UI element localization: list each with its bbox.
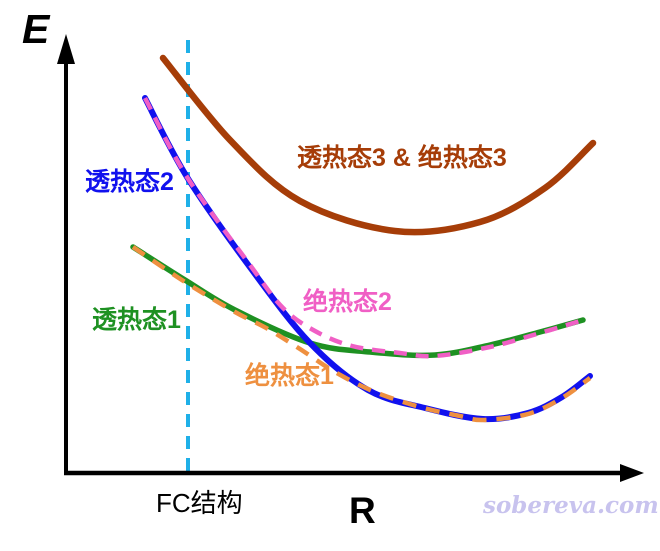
x-axis-arrowhead-icon bbox=[620, 464, 644, 482]
curve-state-3 bbox=[159, 54, 597, 236]
curve-adiabatic-2 bbox=[143, 96, 581, 359]
y-axis-label: E bbox=[22, 6, 50, 52]
label-adiabatic-state-2: 绝热态2 bbox=[303, 288, 392, 316]
label-state-3: 透热态3 & 绝热态3 bbox=[297, 144, 507, 172]
x-axis-label: R bbox=[349, 490, 376, 531]
y-axis-arrowhead-icon bbox=[57, 34, 75, 64]
watermark-text: sobereva.com bbox=[483, 492, 659, 519]
label-diabatic-state-2: 透热态2 bbox=[85, 168, 174, 196]
axes bbox=[57, 34, 644, 482]
label-diabatic-state-1: 透热态1 bbox=[92, 306, 181, 334]
label-adiabatic-state-1: 绝热态1 bbox=[245, 362, 334, 390]
fc-structure-label: FC结构 bbox=[156, 488, 243, 518]
curve-adiabatic-1 bbox=[131, 245, 592, 423]
curves-layer bbox=[130, 54, 597, 423]
